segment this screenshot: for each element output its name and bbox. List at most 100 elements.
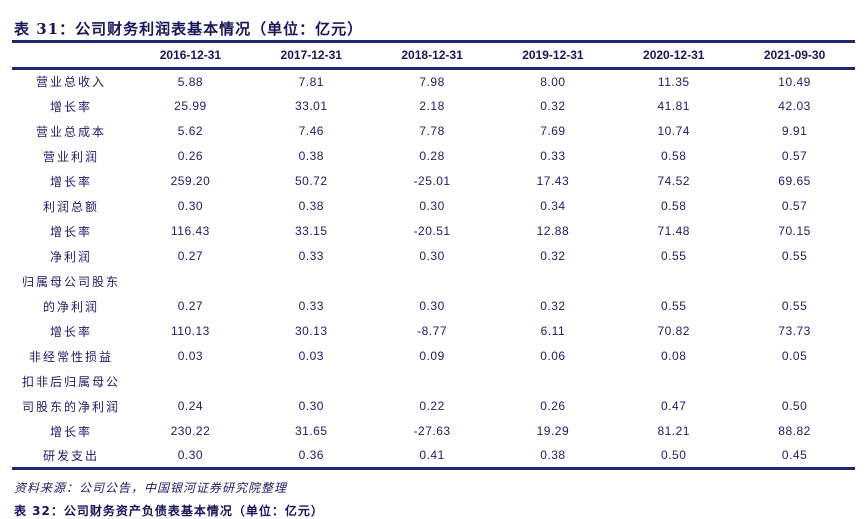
value-cell (372, 269, 493, 294)
value-cell: 0.30 (177, 448, 204, 463)
value-cell: 0.30 (419, 199, 445, 213)
value-cell: 0.27 (177, 299, 204, 313)
value-cell: 81.21 (657, 424, 690, 438)
row-label: 营业总成本 (35, 124, 106, 139)
value-cell: 0.57 (781, 199, 808, 213)
table-row: 扣非后归属母公 (12, 369, 855, 394)
value-cell: 7.46 (298, 124, 324, 138)
table-row: 归属母公司股东 (12, 269, 855, 294)
table-row: 营业利润 0.26 0.38 0.28 0.33 0.58 0.57 (12, 144, 855, 169)
value-cell: 10.49 (778, 74, 811, 89)
value-cell: 0.50 (781, 399, 808, 413)
value-cell: 10.74 (657, 124, 690, 138)
value-cell: 0.34 (540, 199, 566, 213)
value-cell: 8.00 (540, 74, 566, 89)
value-cell: 6.11 (540, 324, 566, 338)
value-cell: 0.33 (298, 299, 324, 313)
value-cell (372, 369, 493, 394)
header-cell: 2020-12-31 (643, 48, 705, 62)
value-cell: 71.48 (657, 224, 690, 238)
value-cell (130, 269, 251, 294)
row-label: 增长率 (49, 99, 92, 114)
value-cell: 0.05 (781, 349, 808, 363)
value-cell: 0.03 (298, 349, 324, 363)
value-cell: 116.43 (171, 224, 210, 238)
table-row: 的净利润 0.27 0.33 0.30 0.32 0.55 0.55 (12, 294, 855, 319)
row-label: 增长率 (49, 174, 92, 189)
table-row: 增长率 25.99 33.01 2.18 0.32 41.81 42.03 (12, 94, 855, 119)
value-cell: 41.81 (657, 99, 690, 113)
value-cell: 7.81 (298, 74, 324, 89)
value-cell: 33.15 (294, 224, 328, 238)
value-cell: 5.62 (177, 124, 204, 138)
value-cell: 0.32 (540, 249, 566, 263)
value-cell: 70.15 (778, 224, 811, 238)
value-cell: 0.30 (419, 299, 445, 313)
value-cell: 0.28 (419, 149, 445, 163)
value-cell: 42.03 (778, 99, 811, 113)
table-row: 非经常性损益 0.03 0.03 0.09 0.06 0.08 0.05 (12, 344, 855, 369)
value-cell: 31.65 (294, 424, 328, 438)
value-cell: 0.24 (177, 399, 204, 413)
row-label: 归属母公司股东 (21, 274, 120, 289)
table-row: 增长率 259.20 50.72 -25.01 17.43 74.52 69.65 (12, 169, 855, 194)
row-label: 营业利润 (42, 149, 99, 164)
row-label: 非经常性损益 (28, 349, 113, 364)
row-label: 增长率 (49, 424, 92, 439)
value-cell: 0.09 (419, 349, 445, 363)
value-cell: 0.50 (661, 448, 687, 463)
value-cell: 259.20 (170, 174, 211, 188)
income-statement-table: 2016-12-31 2017-12-31 2018-12-31 2019-12… (12, 40, 855, 470)
value-cell: 0.47 (661, 399, 687, 413)
value-cell: 7.69 (540, 124, 566, 138)
value-cell: 0.58 (661, 149, 687, 163)
header-cell (12, 42, 130, 69)
value-cell: 0.06 (540, 349, 566, 363)
value-cell: 19.29 (536, 424, 570, 438)
value-cell: 7.78 (419, 124, 445, 138)
value-cell: 0.08 (661, 349, 687, 363)
value-cell: 0.30 (298, 399, 324, 413)
value-cell: 69.65 (778, 174, 811, 188)
row-label: 研发支出 (42, 448, 99, 463)
table-row: 净利润 0.27 0.33 0.30 0.32 0.55 0.55 (12, 244, 855, 269)
header-cell: 2016-12-31 (159, 48, 222, 62)
value-cell: 0.57 (781, 149, 808, 163)
value-cell: 0.41 (419, 448, 445, 463)
table-row: 司股东的净利润 0.24 0.30 0.22 0.26 0.47 0.50 (12, 394, 855, 419)
value-cell: 0.22 (419, 399, 445, 413)
value-cell: 17.43 (536, 174, 570, 188)
value-cell: 230.22 (170, 424, 211, 438)
value-cell: 0.26 (177, 149, 204, 163)
row-label: 增长率 (49, 324, 92, 339)
table-row: 营业总收入 5.88 7.81 7.98 8.00 11.35 10.49 (12, 69, 855, 94)
table-row: 营业总成本 5.62 7.46 7.78 7.69 10.74 9.91 (12, 119, 855, 144)
value-cell: 0.55 (661, 249, 687, 263)
table-row: 增长率 116.43 33.15 -20.51 12.88 71.48 70.15 (12, 219, 855, 244)
value-cell: 0.55 (781, 249, 808, 263)
value-cell: 0.30 (177, 199, 204, 213)
value-cell (130, 369, 251, 394)
row-label: 营业总收入 (35, 75, 106, 90)
table-title: 表 31：公司财务利润表基本情况（单位：亿元） (14, 20, 364, 38)
value-cell: -27.63 (413, 424, 451, 438)
value-cell: 88.82 (778, 424, 811, 438)
row-label: 司股东的净利润 (21, 399, 120, 414)
value-cell: 0.27 (177, 249, 204, 263)
value-cell: 0.55 (781, 299, 808, 313)
value-cell (492, 369, 613, 394)
value-cell: 50.72 (294, 174, 328, 188)
table-row: 增长率 230.22 31.65 -27.63 19.29 81.21 88.82 (12, 419, 855, 444)
header-cell: 2017-12-31 (280, 48, 342, 62)
row-label: 的净利润 (42, 299, 99, 314)
table-row: 研发支出 0.30 0.36 0.41 0.38 0.50 0.45 (12, 444, 855, 469)
value-cell (613, 369, 734, 394)
value-cell (251, 269, 372, 294)
value-cell: 0.03 (177, 349, 204, 363)
value-cell: -20.51 (413, 224, 451, 238)
value-cell: 0.38 (298, 199, 324, 213)
value-cell: 74.52 (657, 174, 690, 188)
value-cell: 0.55 (661, 299, 687, 313)
value-cell: -8.77 (417, 324, 447, 338)
value-cell: 30.13 (294, 324, 328, 338)
